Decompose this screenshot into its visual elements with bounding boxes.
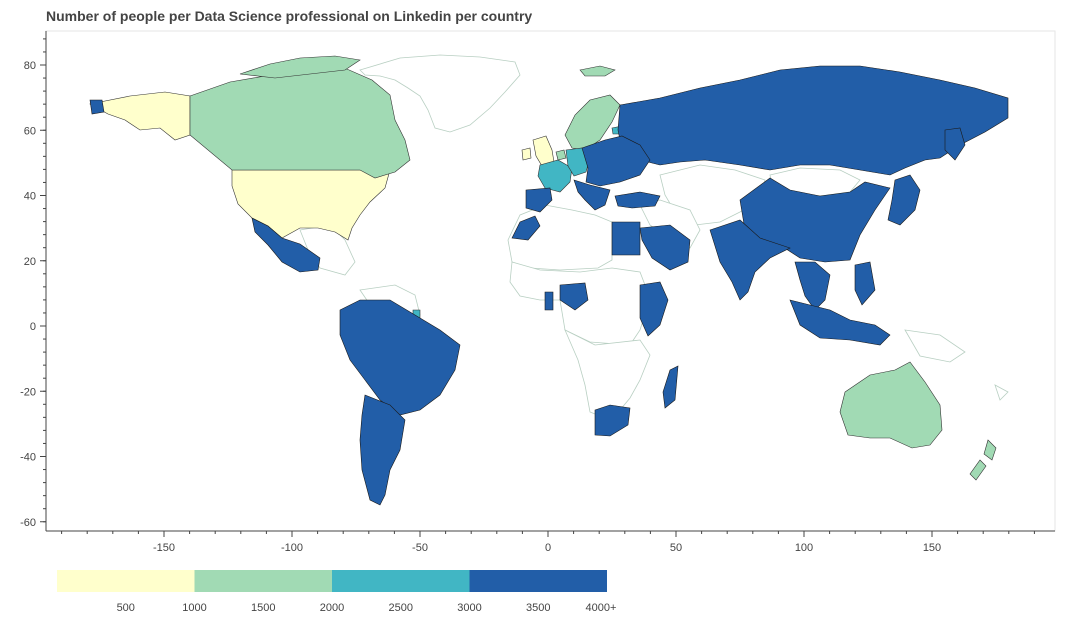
colorbar-tick-label: 3000 — [457, 602, 481, 614]
country-alaska — [89, 91, 191, 141]
country-ireland — [521, 147, 532, 161]
country-new-zealand-north — [983, 439, 997, 461]
x-tick-label: 100 — [795, 542, 813, 554]
country-australia — [839, 361, 943, 449]
country-morocco — [511, 215, 541, 241]
y-tick-label: -60 — [20, 517, 36, 529]
x-tick-label: -100 — [281, 542, 303, 554]
country-mexico — [251, 217, 321, 273]
country-philippines — [854, 261, 876, 306]
colorbar-segment — [469, 570, 607, 592]
country-nigeria — [559, 282, 589, 311]
country-india — [709, 219, 791, 301]
country-southeast-asia — [794, 261, 831, 311]
country-italy-balkans — [573, 179, 611, 211]
colorbar-tick-label: 4000+ — [586, 602, 617, 614]
country-usa — [231, 169, 391, 241]
country-madagascar — [662, 365, 679, 409]
country-france — [537, 159, 573, 193]
country-egypt — [611, 221, 641, 256]
y-tick-label: -20 — [20, 386, 36, 398]
colorbar-tick-label: 1000 — [182, 602, 206, 614]
country-russia — [617, 65, 1009, 176]
colorbar-tick-label: 3500 — [526, 602, 550, 614]
country-greenland — [359, 54, 521, 133]
x-tick-label: -150 — [153, 542, 175, 554]
country-ghana — [544, 291, 554, 311]
colorbar-tick-label: 2500 — [389, 602, 413, 614]
country-canada-arctic-islands — [239, 55, 361, 79]
chart-title: Number of people per Data Science profes… — [46, 8, 533, 24]
x-tick-label: 0 — [545, 542, 551, 554]
y-tick-label: 40 — [24, 191, 36, 203]
country-papua-new-guinea — [904, 329, 966, 363]
y-tick-label: 60 — [24, 125, 36, 137]
y-tick-label: -40 — [20, 452, 36, 464]
country-new-caledonia — [994, 384, 1009, 401]
country-saudi-arabia — [639, 224, 691, 271]
country-russia-kamchatka — [944, 127, 966, 161]
y-tick-label: 20 — [24, 256, 36, 268]
colorbar-tick-label: 2000 — [320, 602, 344, 614]
colorbar-segment — [332, 570, 470, 592]
country-japan — [887, 174, 921, 226]
country-south-america-north — [339, 299, 461, 416]
x-tick-label: 150 — [923, 542, 941, 554]
x-tick-label: 50 — [670, 542, 682, 554]
country-kenya-ethiopia — [639, 281, 669, 337]
country-south-africa — [594, 404, 631, 437]
x-tick-label: -50 — [412, 542, 428, 554]
y-tick-label: 0 — [30, 321, 36, 333]
country-south-america-south — [359, 394, 406, 506]
country-eastern-europe — [581, 135, 651, 187]
colorbar-segment — [194, 570, 332, 592]
colorbar-segment — [57, 570, 195, 592]
country-new-zealand-south — [969, 459, 987, 481]
colorbar-tick-label: 500 — [117, 602, 135, 614]
country-spain — [525, 187, 553, 213]
y-tick-label: 80 — [24, 60, 36, 72]
country-turkey — [614, 191, 661, 209]
country-indonesia — [789, 299, 891, 346]
colorbar-tick-label: 1500 — [251, 602, 275, 614]
country-netherlands — [555, 149, 567, 161]
country-alaska-aleutian — [89, 99, 105, 115]
region-southern-africa — [564, 329, 651, 419]
country-svalbard — [579, 65, 616, 77]
